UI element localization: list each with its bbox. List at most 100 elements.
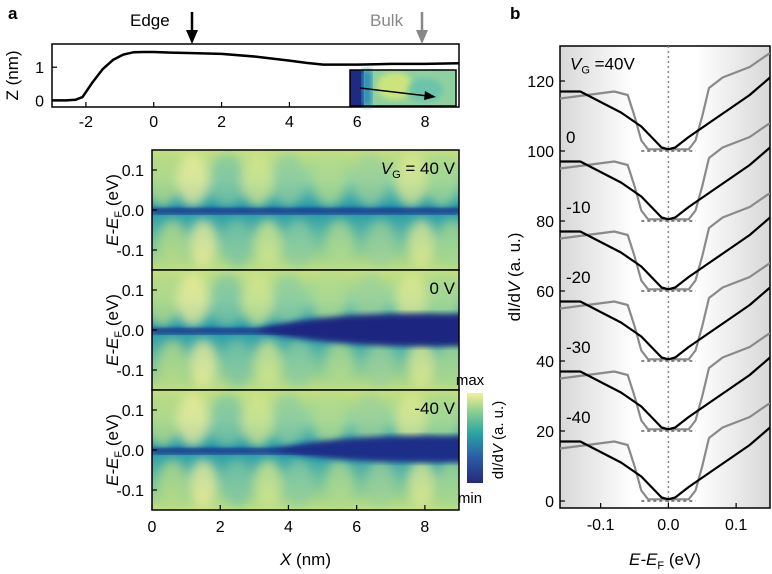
inset-arrow-line	[359, 87, 429, 97]
map-x-tick-label: 8	[420, 519, 429, 536]
colorbar-gradient	[467, 393, 483, 483]
map-y-tick-label: 0.0	[122, 203, 144, 220]
spectra-y-tick-label: 40	[536, 354, 554, 371]
map-content	[152, 270, 459, 390]
map-blob	[176, 273, 209, 327]
map-gate-label: 0 V	[429, 279, 455, 298]
map-blob	[313, 393, 346, 447]
bulk-label: Bulk	[370, 11, 404, 30]
map-blob	[354, 273, 387, 327]
map-gap-region	[271, 435, 459, 463]
map-blob	[313, 153, 346, 207]
map-y-tick-label: 0.0	[122, 323, 144, 340]
spectra-background	[560, 46, 770, 508]
map-blob	[325, 459, 354, 508]
map-blob	[272, 153, 305, 207]
spectra-y-label: dI/dV (a. u.)	[505, 233, 524, 322]
edge-spectrum	[560, 146, 770, 221]
map-blob	[253, 219, 282, 268]
map-blob	[158, 339, 187, 388]
map-y-tick-label: 0.1	[122, 283, 144, 300]
height-profile-line	[52, 50, 460, 102]
didv-maps: 0.10.0-0.1E-EF (eV)VG = 40 V0.10.0-0.1E-…	[103, 149, 460, 569]
height-x-tick-label: 8	[421, 114, 430, 131]
map-panel: 0.1 0.0 -0.1E-EF (eV) 0 V	[103, 269, 460, 391]
map-content	[152, 150, 459, 270]
height-x-tick-label: -2	[79, 114, 93, 131]
spectra-x-tick-label: 0.1	[725, 517, 747, 534]
gate-voltage-label: -30	[566, 338, 591, 357]
map-blob	[223, 339, 252, 388]
map-content	[152, 390, 459, 510]
map-blob	[272, 393, 305, 447]
colorbar-max: max	[456, 372, 485, 389]
map-blob	[211, 393, 244, 447]
map-x-tick-label: 2	[216, 519, 225, 536]
map-blob	[354, 393, 387, 447]
map-texture	[152, 153, 459, 268]
height-profile-plot: -2 0 2 4 6 8 0 1 Z (nm)	[3, 43, 460, 131]
map-panel: 0.1 0.0 -0.1E-EF (eV) -40 V 0 2 4 6 8	[103, 389, 460, 536]
map-y-tick-label: -0.1	[116, 363, 144, 380]
map-blob	[438, 219, 459, 268]
height-x-tick-label: 0	[149, 114, 158, 131]
map-blob	[366, 219, 395, 268]
panel-label-a: a	[8, 4, 18, 23]
map-blob	[425, 273, 458, 327]
map-blob	[272, 273, 305, 327]
edge-spectrum	[560, 216, 770, 291]
map-blob	[176, 153, 209, 207]
map-x-tick-label: 4	[284, 519, 293, 536]
map-blob	[325, 219, 354, 268]
gate-voltage-label: -20	[566, 268, 591, 287]
map-gap-region	[254, 313, 459, 347]
gate-voltage-label: VG =40V	[570, 55, 635, 77]
map-gate-label: VG = 40 V	[381, 159, 456, 181]
map-y-label: E-EF (eV)	[103, 414, 125, 486]
map-blob	[366, 459, 395, 508]
map-x-label: X (nm)	[279, 550, 331, 569]
height-y-label: Z (nm)	[3, 50, 22, 100]
map-blob	[253, 339, 282, 388]
colorbar-min: min	[458, 490, 482, 507]
spectra-y-tick-label: 100	[527, 144, 554, 161]
height-y-tick-label: 0	[35, 93, 44, 110]
map-blob	[223, 459, 252, 508]
map-blob	[211, 273, 244, 327]
map-blob	[223, 219, 252, 268]
bulk-arrow-icon	[416, 30, 428, 44]
height-axes-frame	[51, 43, 460, 108]
spectra-curves	[560, 52, 770, 502]
edge-spectrum	[560, 76, 770, 151]
gate-voltage-label: 0	[566, 128, 575, 147]
spectra-plot: 0 20 40 60 80 100 120 -0.1 0.0 0.1 dI/dV (a. u.) E-…	[505, 45, 771, 572]
edge-marker: Edge	[130, 11, 198, 44]
map-y-label: E-EF (eV)	[103, 174, 125, 246]
edge-label: Edge	[130, 11, 170, 30]
map-blob	[354, 153, 387, 207]
map-blob	[438, 339, 459, 388]
map-y-tick-label: 0.0	[122, 443, 144, 460]
map-blob	[284, 339, 313, 388]
edge-spectrum	[560, 286, 770, 361]
map-y-tick-label: -0.1	[116, 243, 144, 260]
map-blob	[407, 459, 436, 508]
map-blob	[325, 339, 354, 388]
height-x-tick-label: 6	[353, 114, 362, 131]
map-x-tick-label: 0	[148, 519, 157, 536]
map-texture	[152, 393, 459, 508]
map-y-tick-label: 0.1	[122, 163, 144, 180]
topography-inset	[349, 69, 457, 107]
spectra-x-tick-label: 0.0	[657, 517, 679, 534]
map-blob	[438, 459, 459, 508]
bulk-marker: Bulk	[370, 11, 428, 44]
spectra-y-tick-label: 20	[536, 424, 554, 441]
map-blob	[284, 459, 313, 508]
edge-spectrum	[560, 356, 770, 431]
map-blob	[395, 273, 428, 327]
spectra-x-tick-label: -0.1	[587, 517, 615, 534]
map-blob	[158, 219, 187, 268]
height-y-tick-label: 1	[35, 60, 44, 77]
map-y-label: E-EF (eV)	[103, 294, 125, 366]
